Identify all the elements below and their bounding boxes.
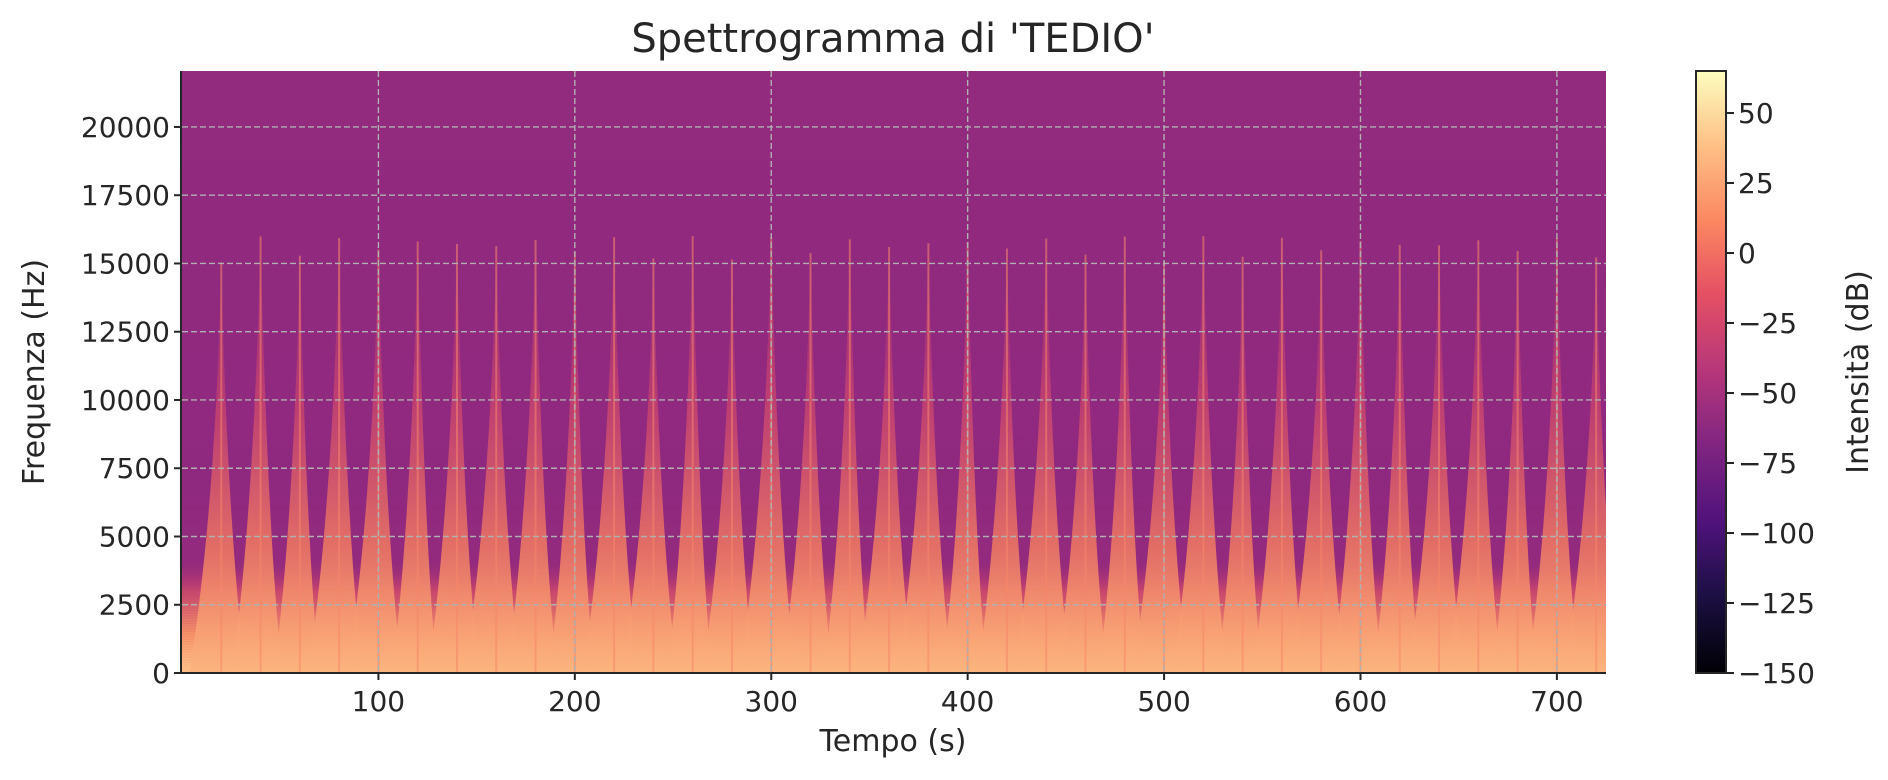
onset-spike (897, 243, 952, 673)
onset-spike (1527, 237, 1580, 673)
colorbar-tick-label: −75 (1738, 447, 1797, 480)
onset-spike (857, 247, 913, 673)
axes-frame (180, 71, 1606, 674)
onset-spike (739, 236, 796, 673)
y-tick-label: 20000 (81, 111, 170, 144)
x-ticks: 100 200 300 400 500 600 700 (352, 673, 1584, 718)
colorbar: −150 −125 −100 −75 −50 −25 0 25 50 Intensità (dB… (1695, 70, 1876, 690)
onset-spike (1132, 261, 1188, 673)
onset-spike (1252, 237, 1304, 673)
onset-spike (582, 237, 638, 673)
onset-spike (1289, 250, 1346, 673)
onset-spike (189, 262, 246, 673)
y-tick-label: 0 (152, 657, 170, 690)
onset-spike (823, 239, 870, 673)
onset-spike (702, 259, 754, 673)
onset-spike (307, 238, 363, 673)
colorbar-gradient (1695, 70, 1727, 674)
y-tick-label: 2500 (99, 589, 170, 622)
x-tick-label: 300 (745, 685, 798, 718)
colorbar-tick-label: 25 (1738, 167, 1774, 200)
onset-spike (1492, 251, 1537, 673)
colorbar-ticks: −150 −125 −100 −75 −50 −25 0 25 50 (1726, 97, 1815, 690)
onset-spike (977, 248, 1029, 673)
plot-area (182, 71, 1606, 674)
onset-spike (1447, 240, 1502, 673)
x-axis-label: Tempo (s) (819, 724, 967, 759)
x-tick-label: 400 (941, 685, 994, 718)
colorbar-label: Intensità (dB) (1841, 270, 1876, 474)
chart-title: Spettrogramma di 'TEDIO' (631, 16, 1154, 62)
onset-spike (1098, 236, 1145, 673)
onset-spike (506, 239, 558, 673)
colorbar-tick-label: 50 (1738, 97, 1774, 130)
onset-spike (1407, 245, 1463, 673)
onset-spike (427, 244, 479, 673)
onset-spike (548, 251, 595, 673)
onset-spike (231, 236, 283, 673)
y-tick-label: 7500 (99, 452, 170, 485)
onset-spike (622, 258, 677, 673)
colorbar-tick-label: −50 (1738, 377, 1797, 410)
y-tick-label: 10000 (81, 384, 170, 417)
onset-spikes (189, 236, 1606, 673)
onset-spike (1217, 256, 1262, 673)
onset-spike (1172, 236, 1227, 673)
y-ticks: 0 2500 5000 7500 10000 12500 15000 17500 20000 (81, 111, 182, 690)
x-tick-label: 200 (548, 685, 601, 718)
colorbar-tick-label: −25 (1738, 307, 1797, 340)
colorbar-tick-label: −100 (1738, 517, 1815, 550)
colorbar-tick-label: −125 (1738, 587, 1815, 620)
onset-spike (781, 252, 833, 673)
onset-spike (1331, 240, 1382, 673)
y-tick-label: 5000 (99, 520, 170, 553)
colorbar-tick-label: −150 (1738, 657, 1815, 690)
onset-spike (942, 242, 987, 673)
y-axis-label: Frequenza (Hz) (17, 259, 52, 485)
x-tick-label: 600 (1334, 685, 1387, 718)
x-tick-label: 700 (1530, 685, 1583, 718)
colorbar-tick-label: 0 (1738, 237, 1756, 270)
onset-spike (274, 255, 320, 673)
x-tick-label: 100 (352, 685, 405, 718)
onset-spike (1056, 254, 1107, 673)
y-tick-label: 15000 (81, 247, 170, 280)
x-tick-label: 500 (1137, 685, 1190, 718)
onset-spike (1014, 238, 1071, 673)
onset-spike (667, 236, 712, 673)
onset-spike (464, 246, 521, 673)
onset-spike (1373, 244, 1420, 673)
y-tick-label: 17500 (81, 179, 170, 212)
onset-spike (347, 249, 402, 673)
y-tick-label: 12500 (81, 316, 170, 349)
onset-spike (392, 241, 437, 673)
